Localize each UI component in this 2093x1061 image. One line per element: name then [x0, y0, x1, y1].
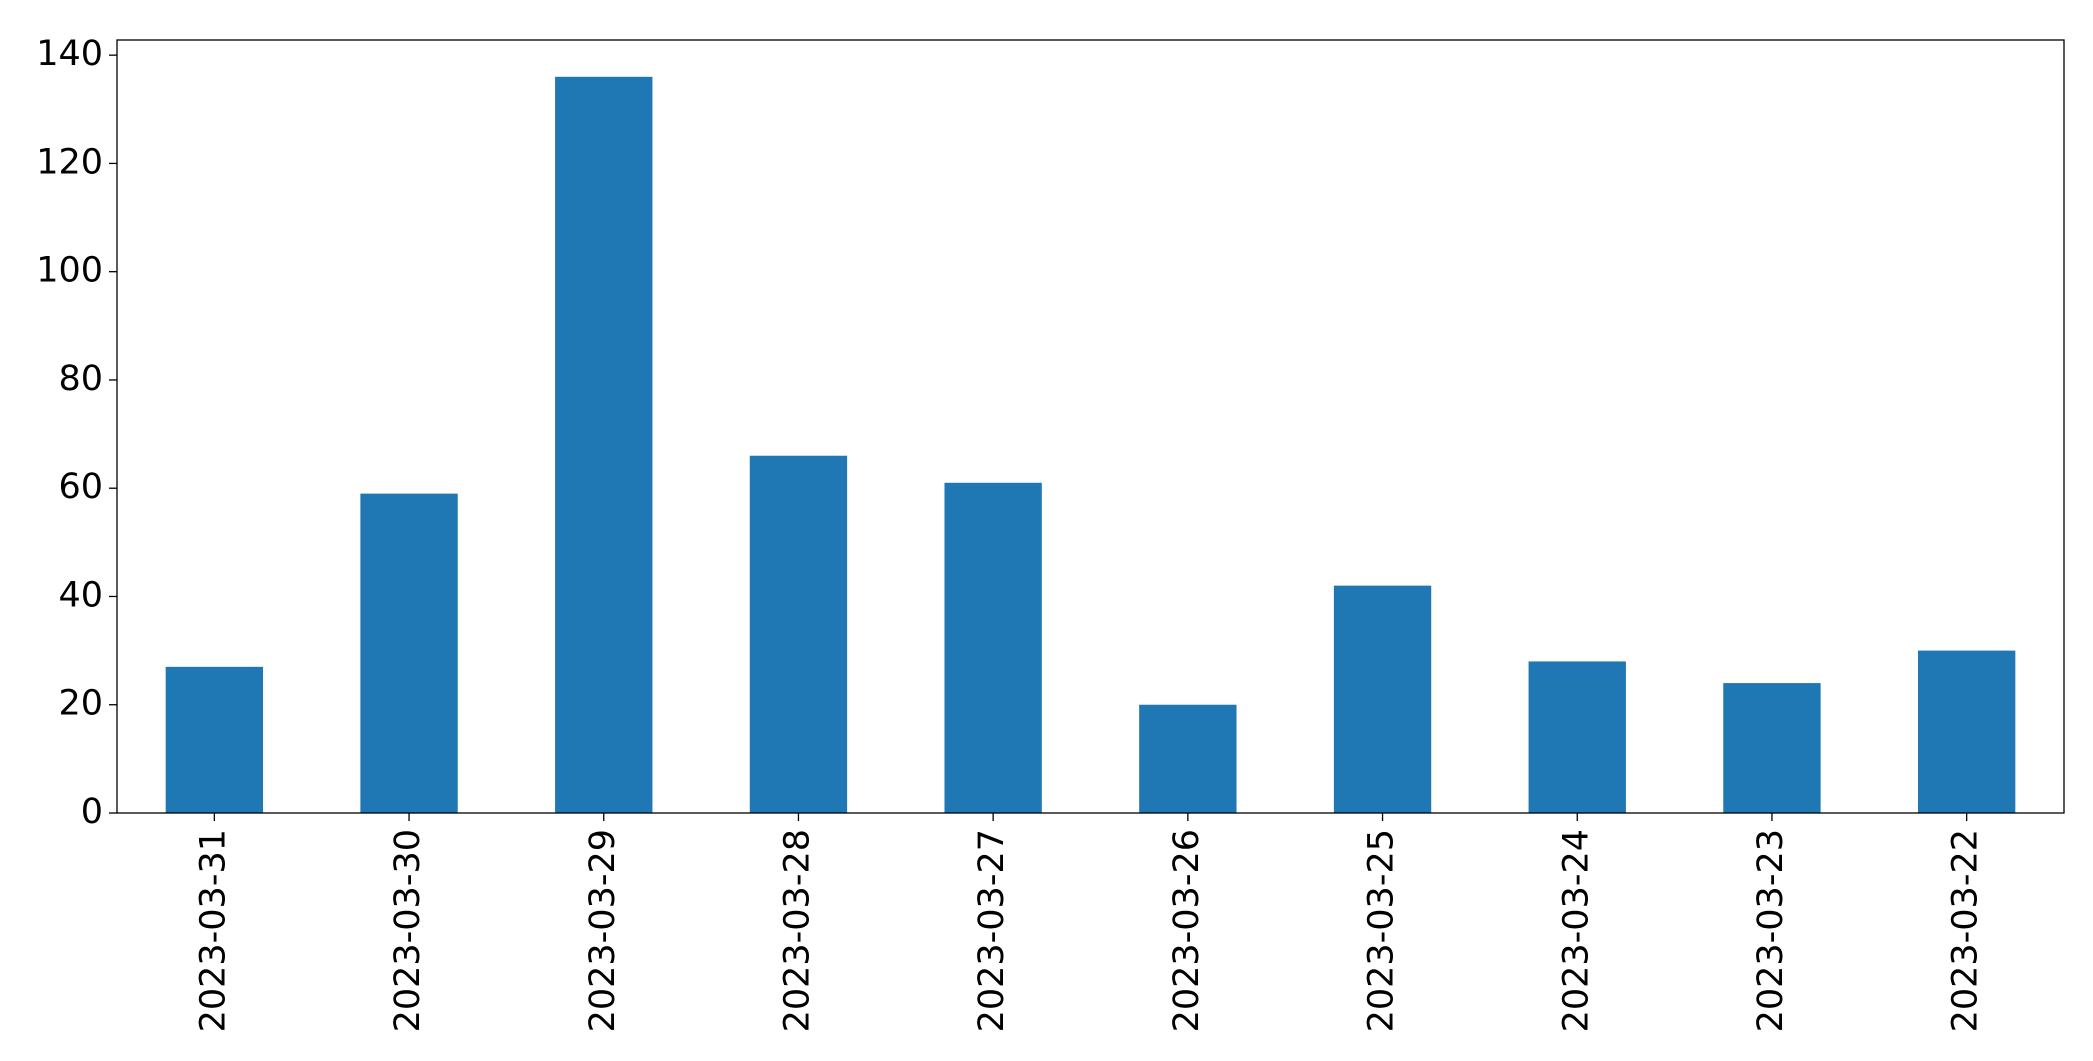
y-tick-label: 0: [81, 792, 103, 832]
bar: [360, 493, 458, 813]
bar: [1139, 704, 1237, 813]
x-tick-label: 2023-03-22: [1946, 829, 1986, 1032]
bar: [1723, 683, 1821, 813]
plot-frame: [116, 39, 2065, 814]
bar: [1917, 650, 2016, 813]
bar: [1333, 585, 1432, 813]
y-tick-label: 140: [36, 34, 103, 74]
bar: [555, 76, 653, 814]
y-tick-label: 100: [36, 251, 103, 291]
x-tick-label: 2023-03-28: [777, 829, 817, 1032]
y-tick-label: 20: [58, 684, 103, 724]
x-tick-label: 2023-03-26: [1167, 829, 1207, 1032]
bar: [944, 482, 1042, 813]
bar: [165, 666, 264, 813]
x-tick-label: 2023-03-30: [388, 829, 428, 1032]
bar: [749, 455, 848, 813]
x-tick-label: 2023-03-23: [1751, 829, 1791, 1032]
x-tick-label: 2023-03-24: [1556, 829, 1596, 1032]
x-tick-label: 2023-03-25: [1362, 829, 1402, 1032]
x-tick-label: 2023-03-31: [193, 829, 233, 1032]
y-tick-label: 80: [58, 359, 103, 399]
y-tick-label: 40: [58, 575, 103, 615]
y-tick-label: 60: [58, 467, 103, 507]
y-tick-label: 120: [36, 142, 103, 182]
bar: [1528, 661, 1626, 813]
x-tick-label: 2023-03-29: [583, 829, 623, 1032]
x-tick-label: 2023-03-27: [972, 829, 1012, 1032]
